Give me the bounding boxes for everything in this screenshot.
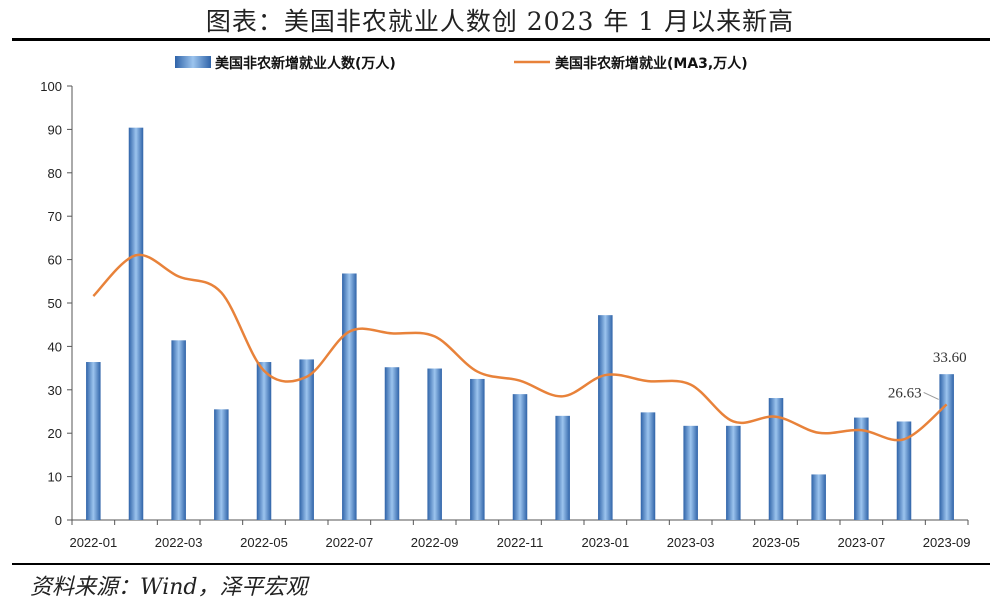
line-series [92,253,948,442]
ma3-line [92,253,948,442]
y-tick-label: 70 [48,209,62,224]
legend-bar-swatch [175,56,211,68]
bar [256,362,272,520]
bar [342,273,357,520]
x-tick-label: 2022-05 [240,535,288,550]
bar [427,368,442,520]
bar [726,425,741,520]
legend-line-label: 美国非农新增就业(MA3,万人) [555,55,748,72]
y-tick-label: 50 [48,296,62,311]
data-labels: 33.60 26.63 [888,350,967,401]
x-tick-label: 2022-01 [69,535,117,550]
bar [640,412,656,520]
y-tick-label: 90 [48,122,62,137]
y-tick-label: 60 [48,253,62,268]
y-tick-label: 30 [48,383,62,398]
y-tick-label: 10 [48,470,62,485]
x-tick-label: 2023-05 [752,535,800,550]
bar [512,394,528,520]
source-rule [12,563,990,565]
bar [470,378,485,520]
x-tick-label: 2022-03 [155,535,203,550]
bar [683,425,698,520]
bar [854,417,869,520]
x-axis: 2022-01 2022-03 2022-05 2022-07 2022-09 2022-… [69,519,971,550]
y-axis: 0 10 20 30 40 50 60 70 80 90 100 [40,79,73,528]
chart-title: 图表：美国非农就业人数创 2023 年 1 月以来新高 [205,7,795,36]
bar-series [86,127,954,520]
bar [171,340,186,520]
x-tick-label: 2023-01 [581,535,629,550]
bar [299,359,314,520]
bar [811,474,826,520]
bar [384,367,400,520]
legend-bar-label: 美国非农新增就业人数(万人) [215,55,396,72]
bar [555,415,570,520]
x-tick-label: 2023-03 [667,535,715,550]
source-note: 资料来源：Wind，泽平宏观 [30,575,308,600]
y-tick-label: 100 [40,79,62,94]
x-tick-label: 2022-09 [411,535,459,550]
y-tick-label: 80 [48,166,62,181]
bar [598,315,613,520]
bar [214,409,229,520]
legend: 美国非农新增就业人数(万人) 美国非农新增就业(MA3,万人) [175,55,748,72]
y-tick-label: 40 [48,339,62,354]
x-tick-label: 2023-07 [837,535,885,550]
bar [128,127,144,520]
x-tick-label: 2023-09 [923,535,971,550]
bar [86,362,101,520]
y-tick-label: 0 [55,513,62,528]
y-tick-label: 20 [48,426,62,441]
bar [939,374,954,520]
bar [768,398,784,520]
line-value-label: 26.63 [888,385,922,401]
x-tick-label: 2022-07 [325,535,373,550]
title-rule [12,38,990,41]
bar [896,421,912,520]
bar-value-label: 33.60 [933,350,967,366]
line-label-leader [923,391,939,400]
x-tick-label: 2022-11 [497,535,544,550]
